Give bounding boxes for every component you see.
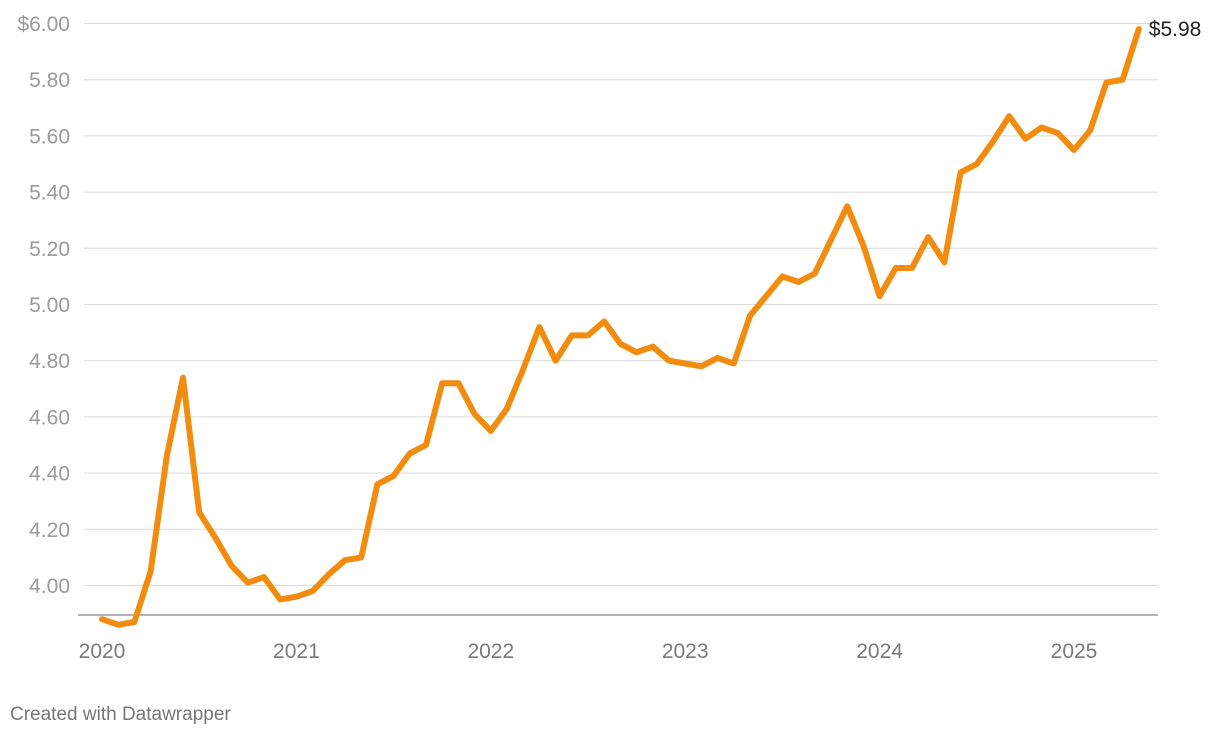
y-tick-label: 4.60 xyxy=(29,406,70,429)
y-tick-label: 4.40 xyxy=(29,463,70,486)
y-tick-label: 4.20 xyxy=(29,519,70,542)
x-tick-label: 2023 xyxy=(662,640,709,663)
y-axis-ticks: $6.00 5.80 5.60 5.40 5.20 5.00 4.80 4.60 4.40 4.2… xyxy=(17,13,70,598)
x-tick-label: 2024 xyxy=(856,640,903,663)
y-tick-label: 5.20 xyxy=(29,238,70,261)
x-tick-label: 2021 xyxy=(273,640,320,663)
y-tick-label: 4.80 xyxy=(29,350,70,373)
series-line xyxy=(99,26,1142,628)
chart-canvas: $6.00 5.80 5.60 5.40 5.20 5.00 4.80 4.60 4.40 4.2… xyxy=(17,13,1202,663)
datawrapper-credit: Created with Datawrapper xyxy=(10,704,231,725)
y-tick-label: 4.00 xyxy=(29,575,70,598)
y-tick-label: 5.40 xyxy=(29,182,70,205)
y-tick-label: $6.00 xyxy=(17,13,70,36)
gridlines xyxy=(78,23,1158,616)
x-tick-label: 2022 xyxy=(467,640,514,663)
x-tick-label: 2025 xyxy=(1051,640,1098,663)
y-tick-label: 5.60 xyxy=(29,125,70,148)
x-axis-ticks: 2020 2021 2022 2023 2024 2025 xyxy=(79,640,1098,663)
end-value-label: $5.98 xyxy=(1149,18,1202,41)
end-value-label-group: $5.98 xyxy=(1149,18,1202,41)
y-tick-label: 5.80 xyxy=(29,69,70,92)
x-tick-label: 2020 xyxy=(79,640,126,663)
y-tick-label: 5.00 xyxy=(29,294,70,317)
series-line-group xyxy=(99,26,1142,628)
